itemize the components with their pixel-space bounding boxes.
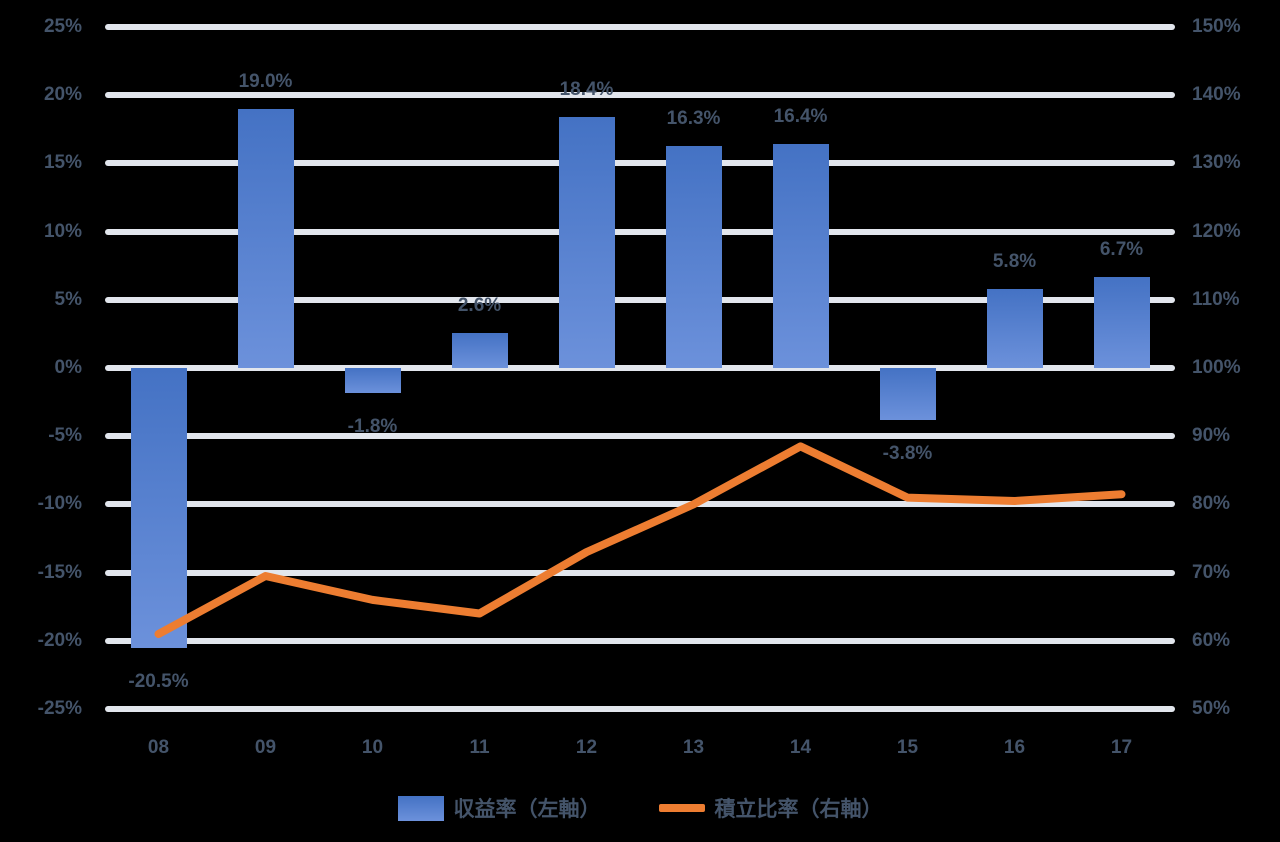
y-axis-left-tick: 20%: [43, 84, 82, 106]
gridline: [105, 706, 1175, 712]
gridline: [105, 160, 1175, 167]
bar-data-label: -20.5%: [128, 670, 189, 692]
bar-data-label: 16.3%: [666, 107, 721, 129]
bar-15: [879, 368, 936, 420]
x-axis-label-15: 15: [896, 737, 919, 758]
bar-data-label: 5.8%: [992, 250, 1037, 272]
bar-16: [986, 288, 1043, 368]
y-axis-left-tick: 5%: [54, 288, 82, 310]
legend-item: 積立比率（右軸）: [658, 793, 883, 823]
x-axis-label-11: 11: [469, 737, 490, 758]
y-axis-left-tick: 10%: [43, 220, 82, 242]
y-axis-right-tick: 60%: [1192, 629, 1231, 651]
bar-data-label: 16.4%: [773, 106, 828, 128]
y-axis-right-tick: 130%: [1192, 152, 1241, 174]
bar-data-label: 6.7%: [1099, 238, 1144, 260]
y-axis-left-tick: -10%: [37, 493, 82, 515]
gridline: [105, 637, 1175, 644]
legend-line-swatch: [658, 804, 705, 812]
bar-data-label: -3.8%: [882, 442, 933, 464]
bar-08: [130, 368, 187, 648]
bar-13: [665, 145, 722, 368]
y-axis-right-tick: 90%: [1192, 425, 1231, 447]
y-axis-left-tick: 25%: [43, 16, 82, 37]
y-axis-right-tick: 150%: [1192, 16, 1241, 37]
gridline: [105, 569, 1175, 576]
y-axis-right-tick: 80%: [1192, 493, 1231, 515]
y-axis-right-tick: 140%: [1192, 84, 1241, 106]
y-axis-left-tick: 15%: [43, 152, 82, 174]
gridline: [105, 228, 1175, 235]
legend-label: 積立比率（右軸）: [714, 798, 883, 821]
y-axis-left-tick: 0%: [54, 357, 82, 378]
gridline: [105, 24, 1175, 30]
bar-data-label: 19.0%: [238, 70, 293, 92]
bar-data-label: -1.8%: [347, 415, 398, 437]
y-axis-right-tick: 70%: [1192, 561, 1231, 583]
y-axis-left-tick: -25%: [37, 698, 82, 719]
y-axis-right-tick: 110%: [1192, 288, 1240, 310]
legend: 収益率（左軸） 積立比率（右軸）: [0, 793, 1280, 823]
x-axis-label-16: 16: [1003, 737, 1026, 758]
y-axis-right-tick: 50%: [1192, 698, 1231, 719]
y-axis-left-tick: -15%: [37, 561, 82, 583]
gridline: [105, 296, 1175, 303]
legend-bar-swatch: [397, 795, 444, 821]
gridline: [105, 501, 1175, 508]
x-axis-label-10: 10: [361, 737, 384, 758]
x-axis-label-08: 08: [147, 737, 170, 758]
y-axis-left-tick: -5%: [48, 425, 82, 447]
gridline: [105, 92, 1175, 99]
bar-17: [1093, 276, 1150, 368]
legend-label: 収益率（左軸）: [453, 798, 601, 821]
bar-11: [451, 332, 508, 368]
bar-12: [558, 117, 615, 368]
legend-item: 収益率（左軸）: [397, 793, 601, 823]
x-axis-label-09: 09: [254, 737, 277, 758]
bar-data-label: 18.4%: [559, 79, 614, 101]
bar-data-label: 2.6%: [457, 294, 502, 316]
y-axis-right-tick: 100%: [1192, 357, 1241, 378]
x-axis-label-12: 12: [575, 737, 598, 758]
bar-09: [237, 108, 294, 368]
y-axis-left-tick: -20%: [37, 629, 82, 651]
x-axis-label-17: 17: [1110, 737, 1133, 758]
bar-10: [344, 368, 401, 393]
y-axis-right-tick: 120%: [1192, 220, 1241, 242]
funding-ratio-line: [154, 442, 1126, 638]
x-axis-label-13: 13: [682, 737, 705, 758]
gridline: [105, 365, 1175, 371]
gridline: [105, 433, 1175, 440]
x-axis-label-14: 14: [789, 737, 812, 758]
bar-14: [772, 144, 829, 368]
